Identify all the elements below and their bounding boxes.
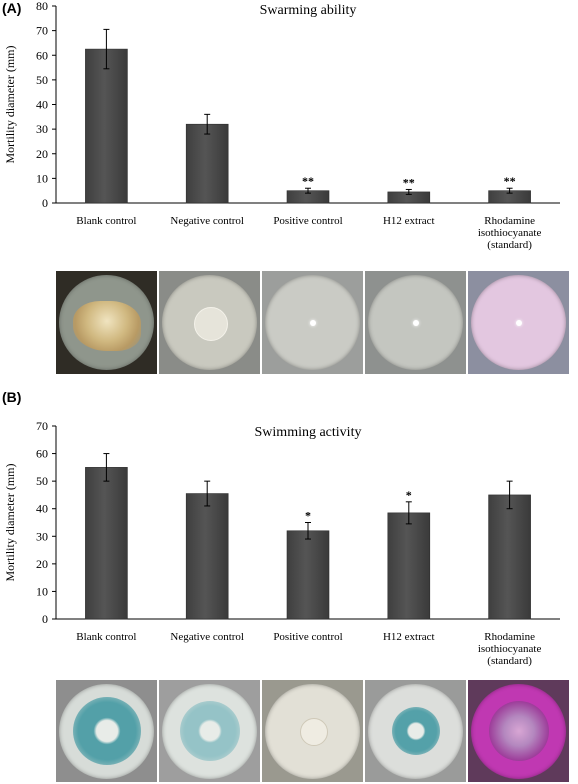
y-tick-label: 70: [36, 419, 48, 433]
y-tick-label: 10: [36, 584, 48, 598]
category-label: Negative control: [170, 631, 244, 643]
y-tick-label: 50: [36, 474, 48, 488]
inoculation-spot: [412, 319, 419, 326]
panel-b-label: (B): [2, 389, 22, 405]
petri-dish-photo-positive-control: [262, 680, 363, 782]
y-tick-label: 0: [42, 612, 48, 626]
category-label: Rhodamine: [484, 215, 535, 227]
y-tick-label: 40: [36, 502, 48, 516]
bar: [85, 48, 128, 204]
bar: [85, 467, 128, 620]
significance-marker: *: [305, 509, 311, 523]
significance-marker: **: [504, 174, 516, 188]
y-axis-label: Mortility diameter (mm): [3, 46, 17, 164]
y-tick-label: 30: [36, 529, 48, 543]
petri-dish-photo-rhodamine: [468, 271, 569, 374]
swimming-zone: [391, 707, 440, 755]
panel-a-label: (A): [2, 0, 22, 16]
swimming-photo-row: [56, 680, 569, 782]
y-tick-label: 60: [36, 48, 48, 62]
chart-title: Swimming activity: [255, 425, 362, 440]
bar: [286, 530, 330, 620]
petri-dish-photo-h12-extract: [365, 680, 466, 782]
petri-dish-photo-blank-control: [56, 680, 157, 782]
category-label: (standard): [487, 655, 532, 667]
petri-dish-photo-h12-extract: [365, 271, 466, 374]
bar: [488, 494, 531, 620]
y-tick-label: 10: [36, 171, 48, 185]
category-label: Negative control: [170, 215, 244, 227]
petri-dish-photo-positive-control: [262, 271, 363, 374]
category-label: isothiocyanate: [478, 643, 542, 655]
category-label: H12 extract: [383, 215, 435, 227]
y-tick-label: 0: [42, 196, 48, 210]
category-label: isothiocyanate: [478, 227, 542, 239]
y-tick-label: 20: [36, 147, 48, 161]
significance-marker: **: [302, 174, 314, 188]
y-tick-label: 60: [36, 447, 48, 461]
category-label: (standard): [487, 239, 532, 251]
petri-dish-photo-negative-control: [159, 680, 260, 782]
petri-dish-photo-rhodamine: [468, 680, 569, 782]
y-tick-label: 40: [36, 98, 48, 112]
swimming-chart: Swimming activity 0 10 20 30 40 50 60 70 Mortilit…: [3, 419, 560, 667]
significance-marker: **: [403, 175, 415, 189]
bar: [387, 512, 431, 620]
y-tick-label: 30: [36, 122, 48, 136]
category-label: Blank control: [76, 215, 136, 227]
category-label: H12 extract: [383, 631, 435, 643]
significance-marker: *: [406, 488, 412, 502]
category-label: Rhodamine: [484, 631, 535, 643]
category-label: Blank control: [76, 631, 136, 643]
colony-disc: [193, 306, 228, 341]
bar: [185, 493, 229, 620]
bar: [185, 123, 229, 204]
y-tick-label: 80: [36, 0, 48, 13]
petri-dish-photo-negative-control: [159, 271, 260, 374]
y-tick-label: 70: [36, 24, 48, 38]
swimming-zone: [179, 701, 240, 761]
inoculation-spot: [515, 319, 522, 326]
y-tick-label: 20: [36, 557, 48, 571]
category-label: Positive control: [273, 631, 342, 643]
swimming-zone: [72, 697, 141, 765]
swarming-chart: Swarming ability 0 10 20 30 40 50 60 70 80 Mortili…: [3, 0, 560, 251]
chart-title: Swarming ability: [260, 3, 357, 18]
swimming-zone: [488, 701, 549, 761]
category-label: Positive control: [273, 215, 342, 227]
swarming-photo-row: [56, 271, 569, 374]
petri-dish-photo-blank-control: [56, 271, 157, 374]
inoculation-spot: [309, 319, 316, 326]
colony-disc: [299, 718, 328, 746]
y-axis-label: Mortility diameter (mm): [3, 464, 17, 582]
swarm-colony: [72, 300, 141, 351]
y-tick-label: 50: [36, 73, 48, 87]
